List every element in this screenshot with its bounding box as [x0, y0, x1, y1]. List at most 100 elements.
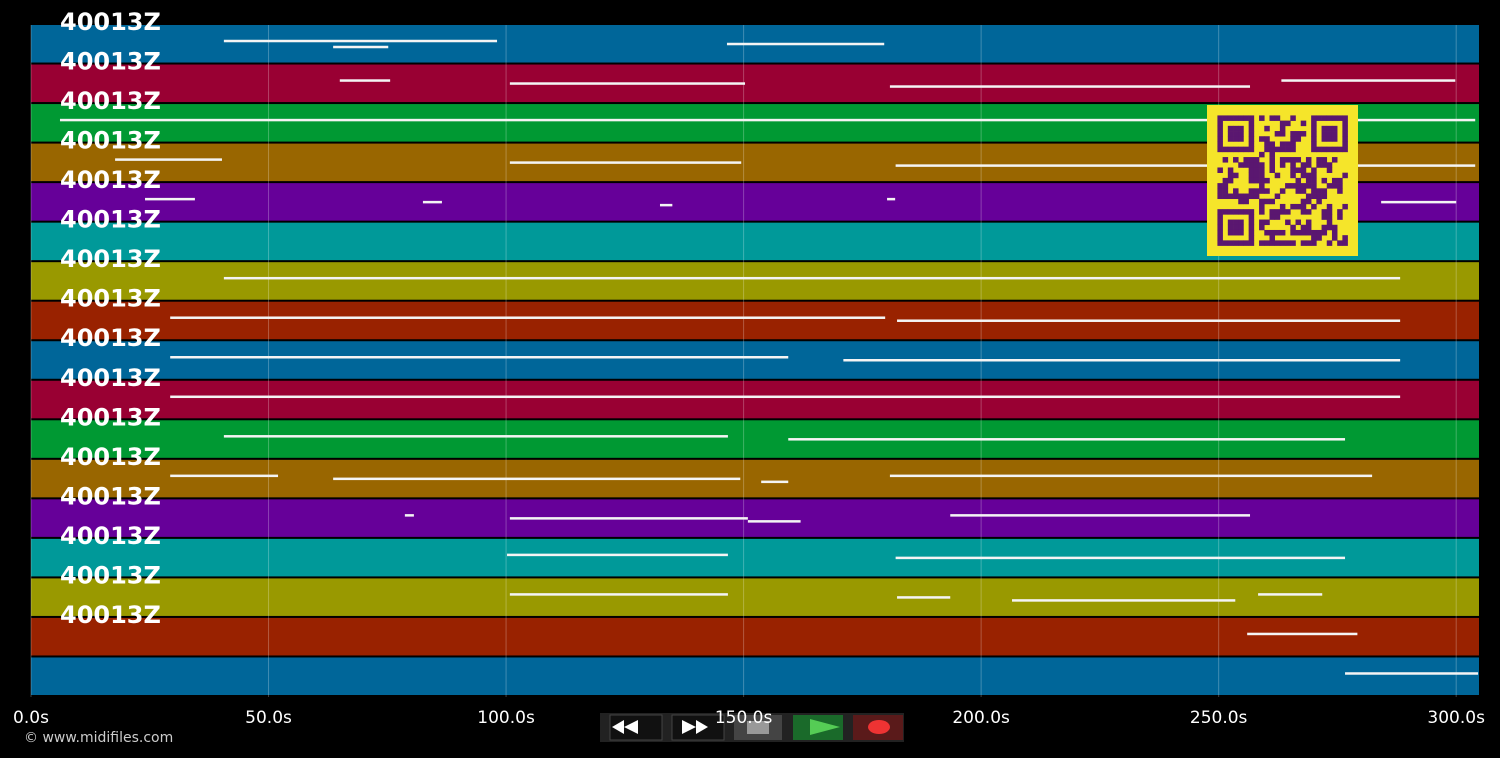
qr-module [1290, 136, 1296, 142]
track-label: 40013Z [60, 561, 161, 589]
qr-module [1300, 167, 1307, 173]
qr-module [1233, 157, 1239, 163]
qr-module [1248, 141, 1255, 147]
note [950, 514, 1251, 517]
qr-module [1321, 115, 1328, 121]
qr-module [1227, 115, 1234, 121]
qr-module [1248, 162, 1255, 168]
qr-module [1311, 183, 1317, 189]
qr-module [1274, 115, 1281, 121]
qr-module [1243, 157, 1249, 163]
qr-module [1290, 141, 1296, 147]
qr-module [1326, 219, 1333, 226]
qr-module [1217, 141, 1223, 147]
qr-module [1217, 115, 1223, 121]
qr-module [1264, 229, 1270, 236]
play-button[interactable] [793, 715, 843, 740]
x-tick-label: 0.0s [13, 708, 49, 728]
note [404, 514, 414, 517]
qr-module [1300, 188, 1307, 194]
track-label: 40013Z [60, 324, 161, 352]
note [895, 164, 1476, 167]
qr-module [1243, 115, 1249, 121]
qr-module [1279, 162, 1286, 168]
qr-module [1264, 177, 1270, 184]
qr-module [1248, 131, 1255, 137]
qr-module [1248, 224, 1255, 231]
qr-module [1248, 235, 1255, 241]
qr-module [1305, 183, 1312, 189]
qr-module [1243, 209, 1249, 215]
qr-module [1217, 193, 1223, 200]
qr-module [1279, 141, 1286, 147]
qr-module [1311, 131, 1317, 137]
qr-module [1326, 136, 1333, 142]
track-label: 40013Z [60, 482, 161, 510]
forward-button[interactable] [671, 714, 725, 741]
x-tick-label: 100.0s [477, 708, 535, 728]
qr-module [1233, 131, 1239, 137]
qr-module [1311, 177, 1317, 184]
qr-module [1222, 157, 1229, 163]
qr-module [1305, 229, 1312, 236]
qr-module [1227, 224, 1234, 231]
x-tick-label: 200.0s [952, 708, 1010, 728]
track-label: 40013Z [60, 403, 161, 431]
rewind-button[interactable] [609, 714, 663, 741]
stop-button[interactable] [734, 715, 782, 740]
qr-module [1326, 125, 1333, 132]
x-tick-label: 150.0s [715, 708, 773, 728]
qr-module [1248, 209, 1255, 215]
note [1381, 200, 1457, 204]
qr-module [1259, 167, 1265, 173]
qr-module [1295, 167, 1302, 173]
qr-module [1222, 115, 1229, 121]
note [889, 474, 1373, 478]
qr-module [1264, 240, 1270, 246]
qr-module [1342, 240, 1348, 246]
qr-module [1300, 120, 1307, 127]
qr-module [1342, 235, 1348, 241]
qr-module [1290, 229, 1296, 236]
note [422, 200, 442, 204]
qr-module [1227, 219, 1234, 226]
note [895, 556, 1346, 560]
note [897, 596, 951, 599]
qr-module [1233, 229, 1239, 236]
track-band [31, 617, 1479, 656]
qr-module [1274, 131, 1281, 137]
qr-module [1227, 229, 1234, 236]
qr-module [1285, 120, 1291, 127]
qr-module [1290, 162, 1296, 168]
qr-module [1227, 146, 1234, 153]
qr-module [1305, 224, 1312, 231]
qr-module [1321, 214, 1328, 220]
note [59, 118, 1476, 122]
track-label: 40013Z [60, 285, 161, 313]
qr-module [1331, 229, 1338, 236]
qr-module [1321, 136, 1328, 142]
qr-module [1295, 229, 1302, 236]
qr-module [1279, 203, 1286, 210]
qr-module [1264, 146, 1270, 153]
track-band [31, 380, 1479, 419]
record-button[interactable] [853, 715, 903, 740]
qr-module [1279, 188, 1286, 194]
note [509, 593, 728, 596]
qr-module [1300, 224, 1307, 231]
qr-module [1300, 229, 1307, 236]
note [509, 517, 748, 520]
qr-module [1326, 214, 1333, 220]
qr-module [1233, 224, 1239, 231]
qr-module [1274, 214, 1281, 220]
qr-module [1269, 162, 1275, 168]
qr-module [1238, 162, 1244, 168]
qr-module [1217, 120, 1223, 127]
qr-module [1269, 198, 1275, 205]
qr-module [1227, 125, 1234, 132]
qr-module [1300, 240, 1307, 246]
note [333, 477, 741, 481]
note [223, 276, 1401, 280]
qr-module [1311, 146, 1317, 153]
qr-module [1269, 157, 1275, 163]
